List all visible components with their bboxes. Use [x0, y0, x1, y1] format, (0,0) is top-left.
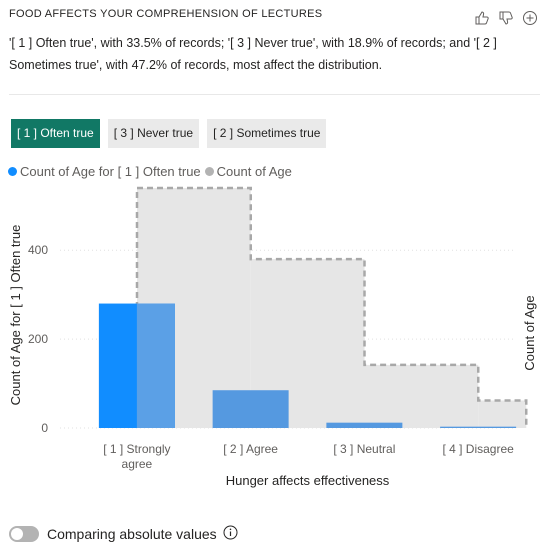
add-icon[interactable] [522, 10, 538, 26]
y-tick-label: 0 [41, 421, 48, 435]
count-of-age-outline [135, 186, 528, 428]
insight-summary-text: '[ 1 ] Often true', with 33.5% of record… [9, 36, 497, 72]
x-tick-label: [ 3 ] Neutral [333, 442, 395, 456]
filter-chip-row: [ 1 ] Often true [ 3 ] Never true [ 2 ] … [11, 119, 327, 148]
legend-item-series1[interactable]: Count of Age for [ 1 ] Often true [8, 164, 201, 179]
compare-toggle-row: Comparing absolute values [9, 525, 238, 543]
filter-chip-never-true[interactable]: [ 3 ] Never true [107, 119, 200, 148]
filter-chip-often-true[interactable]: [ 1 ] Often true [11, 119, 100, 148]
x-axis-title: Hunger affects effectiveness [226, 473, 390, 488]
bar-often-true [440, 426, 517, 428]
y-axis-title: Count of Age for [ 1 ] Often true [8, 225, 23, 406]
legend-item-series2[interactable]: Count of Age [204, 164, 292, 179]
visual-header-icons [474, 10, 538, 26]
bar-often-true-overlap [136, 303, 175, 428]
legend-dot-blue [8, 167, 17, 176]
visual-title: FOOD AFFECTS YOUR COMPREHENSION OF LECTU… [9, 8, 323, 20]
thumbs-up-icon[interactable] [474, 10, 490, 26]
x-tick-label: agree [122, 457, 153, 471]
compare-toggle-label: Comparing absolute values [47, 526, 217, 542]
divider [9, 94, 540, 95]
legend-label-series1: Count of Age for [ 1 ] Often true [20, 164, 201, 179]
bar-count-of-age [364, 364, 479, 428]
x-tick-label: [ 2 ] Agree [223, 442, 278, 456]
y-tick-label: 200 [28, 332, 48, 346]
filter-chip-sometimes-true[interactable]: [ 2 ] Sometimes true [207, 119, 327, 148]
thumbs-down-icon[interactable] [498, 10, 514, 26]
legend-dot-gray [204, 167, 214, 176]
x-tick-label: [ 1 ] Strongly [103, 442, 170, 456]
info-icon[interactable] [223, 525, 238, 543]
bar-often-true [212, 390, 289, 428]
compare-toggle-switch[interactable] [9, 526, 39, 542]
bar-often-true [326, 422, 403, 428]
bar-count-of-age [478, 400, 527, 428]
x-tick-label: [ 4 ] Disagree [442, 442, 514, 456]
y2-axis-title: Count of Age [522, 295, 537, 370]
chart-legend: Count of Age for [ 1 ] Often true Count … [8, 164, 296, 179]
legend-label-series2: Count of Age [216, 164, 292, 179]
y-tick-label: 400 [28, 243, 48, 257]
